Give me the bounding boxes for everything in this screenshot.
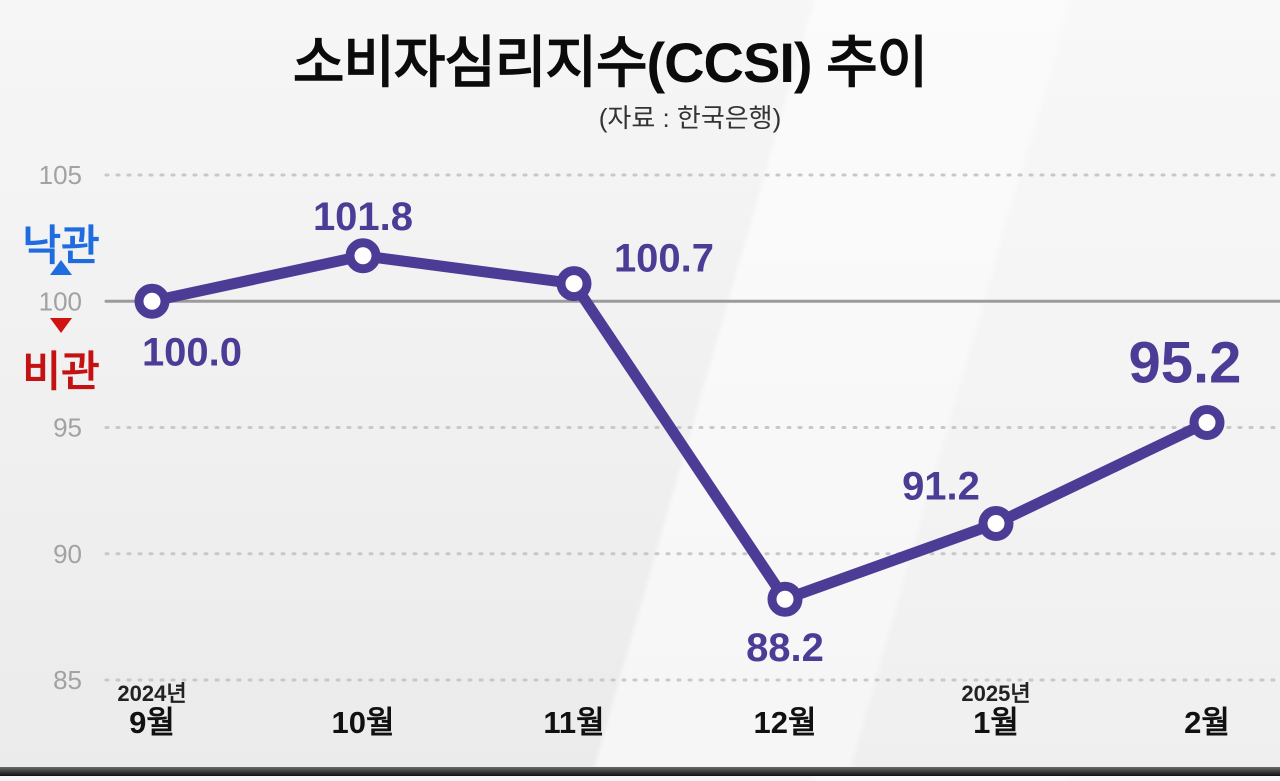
chart-source: (자료 : 한국은행) [598,103,782,133]
data-point [556,266,592,302]
x-tick-label: 10월 [331,705,394,740]
series-line [146,250,1213,605]
y-tick-label: 90 [53,539,82,569]
data-point [1189,404,1225,440]
x-tick-label: 9월 [129,705,175,740]
x-tick-label: 12월 [753,705,816,740]
x-tick-year: 2024년 [117,681,186,706]
up-triangle-icon [50,260,72,275]
y-tick-label: 100 [39,286,82,316]
y-tick-label: 85 [53,665,82,695]
data-point [978,505,1014,541]
data-point-label: 100.0 [142,330,242,374]
pessimism-label: 비관 [22,348,100,395]
data-point [345,238,381,274]
data-point [767,581,803,617]
data-point-label: 95.2 [1129,330,1242,395]
y-tick-label: 105 [39,160,82,190]
x-tick-year: 2025년 [961,681,1030,706]
data-point-label: 91.2 [902,464,980,508]
data-point-label: 88.2 [746,626,824,670]
bottom-edge-bar [0,767,1280,776]
data-point-label: 101.8 [313,195,413,239]
data-point [134,283,170,319]
x-tick-label: 1월 [973,705,1019,740]
y-tick-label: 95 [53,413,82,443]
x-tick-label: 2월 [1184,705,1230,740]
data-point-label: 100.7 [614,237,714,281]
x-tick-label: 11월 [543,705,604,740]
down-triangle-icon [50,318,72,333]
page-title: 소비자심리지수(CCSI) 추이 [292,31,928,94]
